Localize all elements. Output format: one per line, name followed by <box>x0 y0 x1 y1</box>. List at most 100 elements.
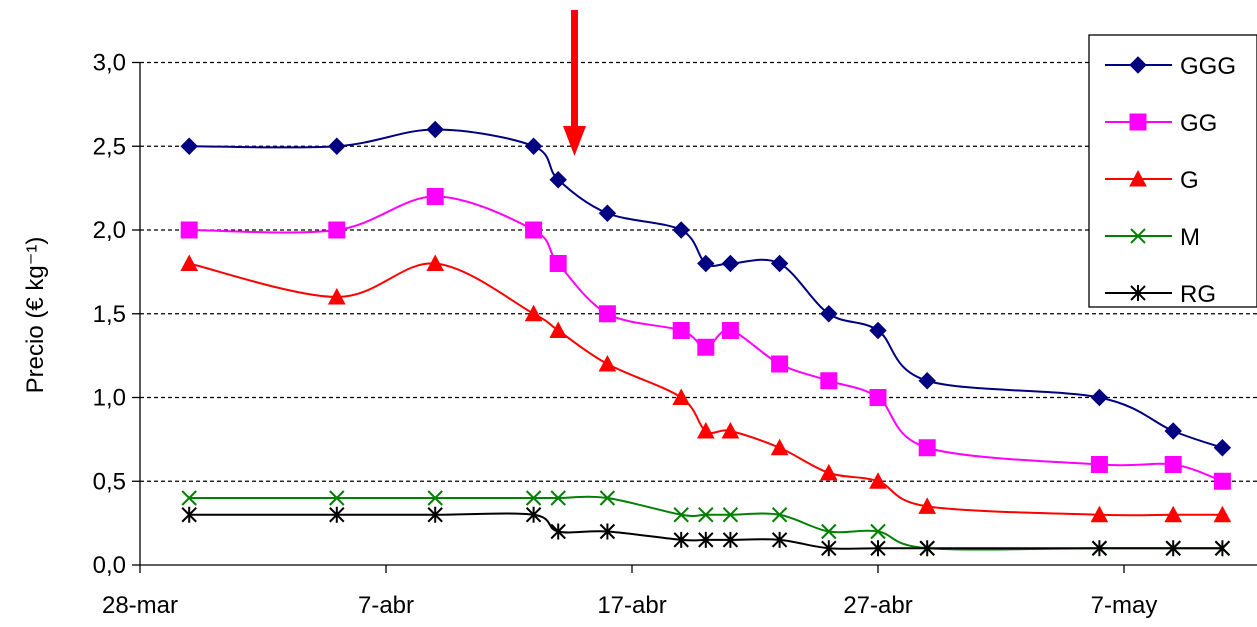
data-point <box>721 421 740 439</box>
data-point <box>869 472 887 489</box>
data-point <box>697 254 715 273</box>
arrow-head <box>563 126 586 156</box>
data-point <box>599 523 616 540</box>
data-point <box>549 171 567 189</box>
data-point <box>820 372 838 390</box>
data-point <box>1213 472 1231 490</box>
data-point <box>180 137 198 155</box>
data-point <box>1090 388 1109 407</box>
data-point <box>1091 540 1108 557</box>
data-point <box>549 321 568 338</box>
data-point <box>919 540 935 557</box>
legend-label: G <box>1180 167 1199 194</box>
data-point <box>180 254 199 271</box>
data-point <box>819 463 838 481</box>
series-line <box>189 128 1223 449</box>
data-point <box>672 221 690 239</box>
data-point <box>722 507 739 523</box>
data-point <box>525 506 542 523</box>
x-axis-ticks: 28-mar 7-abr 17-abr 27-abr 7-may <box>102 565 1157 619</box>
data-point <box>698 507 714 523</box>
data-point <box>598 354 617 372</box>
legend-item: G <box>1105 167 1199 194</box>
y-tick-label: 2,0 <box>93 217 126 244</box>
legend-marker <box>1130 228 1146 244</box>
data-point <box>869 321 887 340</box>
x-tick-label: 27-abr <box>843 592 912 619</box>
data-point <box>1164 456 1182 473</box>
y-tick-label: 1,5 <box>93 301 126 328</box>
data-point <box>524 137 543 155</box>
data-point <box>673 507 689 523</box>
data-point <box>721 322 739 339</box>
x-tick-label: 17-abr <box>597 592 666 619</box>
data-point <box>1213 439 1232 457</box>
data-point <box>770 254 789 273</box>
legend-label: M <box>1180 224 1200 251</box>
annotation-arrow <box>563 10 586 156</box>
data-point <box>918 372 936 390</box>
data-point <box>918 497 937 514</box>
data-point <box>770 438 789 456</box>
legend-marker <box>1129 113 1147 131</box>
data-point <box>1164 505 1183 523</box>
data-point <box>328 221 346 239</box>
legend-marker <box>1129 169 1147 187</box>
data-point <box>673 531 689 548</box>
y-tick-label: 3,0 <box>93 50 126 77</box>
data-point <box>918 439 936 457</box>
series-rg <box>181 506 1231 557</box>
y-tick-label: 0,0 <box>93 552 126 579</box>
series-line <box>188 262 1223 517</box>
data-point <box>672 388 691 405</box>
legend-item: GGG <box>1105 53 1236 80</box>
y-tick-label: 2,5 <box>93 133 126 160</box>
data-point <box>698 531 714 548</box>
legend-item: M <box>1105 224 1200 251</box>
data-point <box>870 540 886 557</box>
data-point <box>721 254 740 273</box>
data-point <box>771 531 788 548</box>
data-point <box>598 204 617 222</box>
data-point <box>180 221 198 239</box>
data-point <box>426 120 444 139</box>
data-point <box>771 355 789 373</box>
arrow-shaft <box>571 10 578 128</box>
legend-label: RG <box>1180 281 1216 308</box>
data-point <box>1214 540 1231 557</box>
legend-item: GG <box>1105 110 1217 137</box>
x-tick-label: 7-abr <box>358 592 414 619</box>
data-point <box>1090 456 1108 473</box>
legend-label: GGG <box>1180 53 1236 80</box>
legend-marker <box>1129 56 1147 74</box>
data-point <box>598 305 616 323</box>
data-point <box>821 523 837 540</box>
data-point <box>329 490 345 506</box>
series-g <box>180 254 1232 523</box>
x-tick-label: 7-may <box>1091 592 1158 619</box>
data-point <box>820 305 838 323</box>
y-axis-ticks: 0,0 0,5 1,0 1,5 2,0 2,5 3,0 <box>93 50 140 579</box>
data-point <box>427 490 443 506</box>
legend-label: GG <box>1180 110 1217 137</box>
data-point <box>328 137 346 155</box>
data-point <box>426 254 445 271</box>
data-point <box>1164 422 1182 440</box>
x-tick-label: 28-mar <box>102 592 178 619</box>
data-point <box>549 255 567 272</box>
data-point <box>550 523 566 540</box>
data-point <box>722 531 739 548</box>
data-point <box>427 506 443 523</box>
data-point <box>1090 505 1109 523</box>
y-tick-label: 1,0 <box>93 385 126 412</box>
data-point <box>697 338 715 356</box>
data-point <box>869 389 887 406</box>
data-point <box>525 490 542 506</box>
data-point <box>821 540 837 557</box>
data-point <box>327 287 346 305</box>
legend-item: RG <box>1105 281 1216 308</box>
data-point <box>599 490 616 506</box>
data-point <box>672 322 690 339</box>
